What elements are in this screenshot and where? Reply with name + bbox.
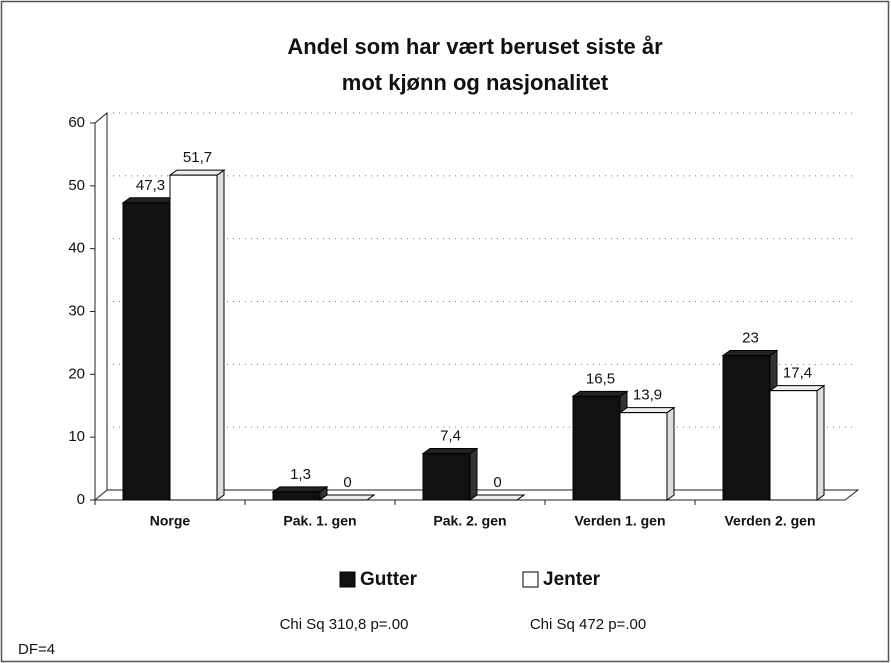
bar xyxy=(571,390,629,501)
bar xyxy=(421,447,479,501)
x-tick-label: Verden 2. gen xyxy=(724,513,815,529)
x-tick-label: Pak. 1. gen xyxy=(283,513,356,529)
annotation: DF=4 xyxy=(18,641,55,658)
bar-front xyxy=(422,453,471,501)
y-tick-label: 10 xyxy=(68,428,85,445)
bar-top xyxy=(618,407,676,414)
chart-subtitle: mot kjønn og nasjonalitet xyxy=(342,70,609,95)
bar xyxy=(721,349,779,501)
y-tick-label: 40 xyxy=(68,240,85,257)
data-label: 7,4 xyxy=(440,427,461,444)
bar-side xyxy=(469,447,478,501)
x-tick-label: Verden 1. gen xyxy=(574,513,665,529)
legend-label: Gutter xyxy=(360,569,418,590)
data-label: 16,5 xyxy=(586,370,615,387)
bar xyxy=(271,485,329,501)
bar-top xyxy=(121,197,179,204)
y-tick-label: 20 xyxy=(68,365,85,382)
legend-swatch xyxy=(522,571,539,588)
bar-top xyxy=(468,494,526,501)
bar-top xyxy=(571,390,629,397)
data-label: 13,9 xyxy=(633,387,662,404)
data-label: 51,7 xyxy=(183,149,212,166)
y-tick-label: 60 xyxy=(68,114,85,131)
bar-front xyxy=(272,491,321,501)
bar-front xyxy=(619,412,668,501)
bar-top xyxy=(721,349,779,356)
x-tick-label: Pak. 2. gen xyxy=(433,513,506,529)
bar-top xyxy=(168,169,226,176)
bar-side xyxy=(666,406,675,501)
bar-side xyxy=(816,384,825,501)
bar-side xyxy=(216,169,225,501)
legend-note: Chi Sq 310,8 p=.00 xyxy=(280,616,409,633)
bar xyxy=(318,494,376,501)
bar-top xyxy=(318,494,376,501)
bar xyxy=(168,169,226,501)
bar xyxy=(768,384,826,501)
bar xyxy=(618,406,676,501)
bar-front xyxy=(169,174,218,501)
data-label: 47,3 xyxy=(136,177,165,194)
bar-front xyxy=(572,395,621,501)
data-label: 17,4 xyxy=(783,365,812,382)
data-label: 0 xyxy=(343,474,351,491)
y-tick-label: 50 xyxy=(68,177,85,194)
legend-swatch xyxy=(339,571,356,588)
data-label: 0 xyxy=(493,474,501,491)
bar-top xyxy=(421,448,479,455)
y-tick-label: 0 xyxy=(77,491,85,508)
bar-front xyxy=(122,202,171,501)
x-tick-label: Norge xyxy=(150,513,191,529)
bar xyxy=(121,196,179,501)
data-label: 1,3 xyxy=(290,466,311,483)
bar-front xyxy=(769,390,818,501)
bar-top xyxy=(271,486,329,493)
legend-label: Jenter xyxy=(543,569,601,590)
legend-note: Chi Sq 472 p=.00 xyxy=(530,616,646,633)
y-tick-label: 30 xyxy=(68,302,85,319)
chart-title: Andel som har vært beruset siste år xyxy=(287,34,663,59)
data-label: 23 xyxy=(742,329,759,346)
bar-top xyxy=(768,385,826,392)
bar-front xyxy=(722,354,771,501)
bar xyxy=(468,494,526,501)
